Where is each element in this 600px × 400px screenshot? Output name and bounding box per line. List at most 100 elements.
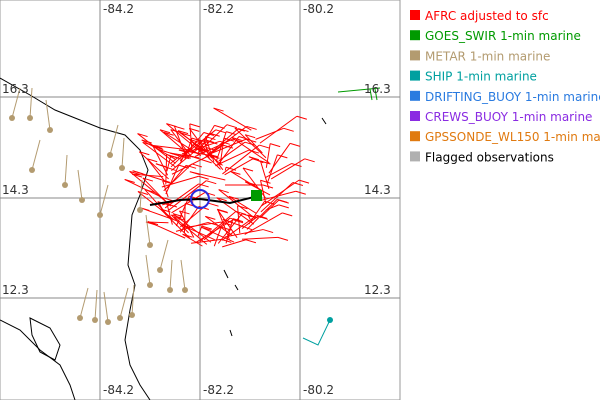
wind-barb bbox=[119, 287, 129, 319]
wind-barb bbox=[234, 127, 267, 159]
wind-barb bbox=[196, 124, 228, 155]
lat-label: 12.3 bbox=[364, 283, 391, 297]
wind-barb bbox=[226, 131, 237, 136]
lat-label: 14.3 bbox=[2, 183, 29, 197]
wind-barb bbox=[277, 236, 289, 241]
wind-barb bbox=[241, 236, 279, 240]
wind-barb bbox=[189, 139, 221, 170]
wind-barb bbox=[218, 189, 229, 194]
lat-label: 16.3 bbox=[2, 82, 29, 96]
wind-barb bbox=[103, 291, 109, 323]
lat-label: 16.3 bbox=[364, 82, 391, 96]
wind-barb bbox=[64, 154, 68, 186]
lat-label: 12.3 bbox=[2, 283, 29, 297]
wind-barb bbox=[197, 225, 203, 237]
wind-barb bbox=[77, 169, 83, 201]
wind-barb bbox=[11, 87, 21, 119]
wind-barb bbox=[232, 138, 243, 143]
legend-label: SHIP 1-min marine bbox=[425, 70, 537, 84]
wind-barb bbox=[159, 129, 188, 154]
wind-barb bbox=[198, 183, 209, 188]
station bbox=[129, 312, 135, 318]
wind-barb bbox=[172, 213, 184, 218]
station bbox=[137, 207, 143, 213]
station bbox=[327, 317, 333, 323]
wind-barb bbox=[124, 178, 135, 183]
wind-barb bbox=[218, 189, 256, 220]
wind-barb bbox=[260, 179, 271, 184]
wind-barb bbox=[234, 127, 246, 132]
wind-barb bbox=[213, 226, 222, 247]
wind-barb bbox=[278, 204, 289, 209]
wind-barb bbox=[99, 184, 109, 216]
coastline bbox=[0, 77, 327, 400]
wind-barb bbox=[205, 215, 233, 237]
wind-barb bbox=[121, 137, 125, 169]
wind-barb bbox=[174, 125, 185, 130]
station bbox=[29, 167, 35, 173]
wind-barb bbox=[156, 148, 167, 153]
station bbox=[97, 212, 103, 218]
wind-barb bbox=[184, 221, 222, 229]
wind-barb bbox=[295, 190, 306, 195]
legend-label: GPSSONDE_WL150 1-min mar bbox=[425, 130, 600, 144]
wind-barb bbox=[217, 209, 229, 214]
wind-barb bbox=[45, 99, 51, 131]
wind-barb bbox=[186, 149, 197, 154]
wind-barb bbox=[245, 134, 256, 139]
legend-label: GOES_SWIR 1-min marine bbox=[425, 29, 581, 43]
station bbox=[92, 317, 98, 323]
wind-barb bbox=[142, 141, 153, 146]
wind-barb bbox=[259, 115, 298, 144]
wind-barb bbox=[206, 128, 239, 157]
wind-barb bbox=[132, 170, 143, 175]
station bbox=[27, 115, 33, 121]
legend-label: METAR 1-min marine bbox=[425, 49, 550, 63]
legend-swatch bbox=[410, 10, 420, 20]
wind-barb bbox=[259, 199, 280, 219]
wind-barb bbox=[217, 136, 240, 166]
wind-barb bbox=[166, 153, 177, 158]
wind-barb bbox=[203, 139, 215, 144]
wind-barb bbox=[265, 143, 271, 168]
wind-barb bbox=[180, 259, 186, 291]
wind-barb bbox=[260, 190, 296, 201]
wind-barb bbox=[171, 154, 210, 175]
wind-barb bbox=[208, 202, 219, 207]
wind-barb bbox=[205, 215, 216, 220]
wind-barb bbox=[144, 189, 156, 194]
wind-barb bbox=[205, 147, 224, 171]
wind-barb bbox=[142, 141, 176, 168]
station bbox=[147, 242, 153, 248]
wind-barb bbox=[208, 126, 247, 156]
wind-barb bbox=[155, 163, 167, 168]
wind-barb bbox=[209, 154, 220, 159]
wind-barb bbox=[302, 319, 331, 346]
legend-label: CREWS_BUOY 1-min marine bbox=[425, 110, 592, 124]
wind-barb bbox=[244, 134, 263, 154]
wind-barb bbox=[265, 163, 292, 178]
wind-barb bbox=[199, 211, 237, 242]
wind-barb bbox=[203, 131, 215, 136]
wind-barb bbox=[225, 229, 264, 238]
observations bbox=[9, 87, 381, 346]
wind-barb bbox=[147, 221, 186, 239]
wind-barb bbox=[166, 155, 172, 172]
wind-barb bbox=[171, 192, 206, 214]
lon-label: -84.2 bbox=[103, 383, 134, 397]
wind-barb bbox=[277, 198, 288, 203]
wind-barb bbox=[109, 124, 119, 156]
wind-barb bbox=[232, 219, 244, 224]
wind-barb bbox=[247, 214, 251, 220]
wind-barb bbox=[131, 284, 135, 316]
wind-barb bbox=[160, 208, 171, 213]
wind-barb bbox=[266, 154, 278, 184]
wind-barb bbox=[139, 151, 169, 180]
wind-barb bbox=[204, 144, 224, 159]
track bbox=[149, 195, 259, 206]
wind-barb bbox=[296, 115, 308, 120]
wind-barb bbox=[169, 259, 173, 291]
wind-barb bbox=[205, 136, 216, 141]
wind-barb bbox=[163, 131, 174, 136]
wind-barb bbox=[224, 167, 227, 171]
